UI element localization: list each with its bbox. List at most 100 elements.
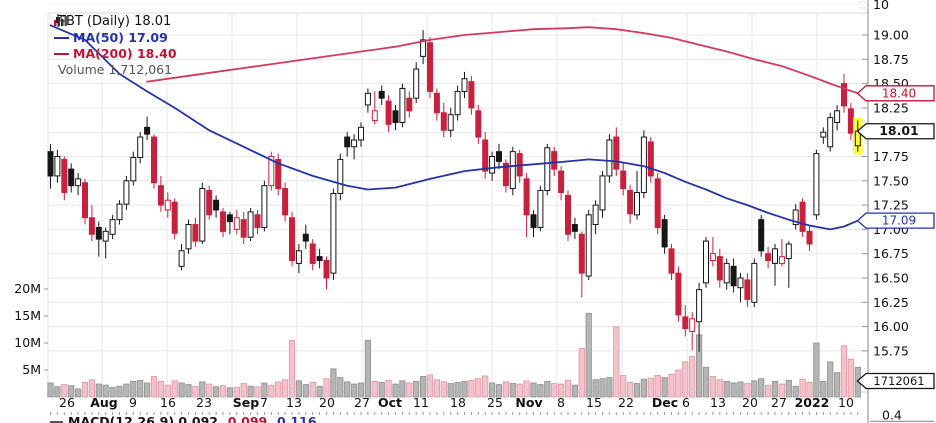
candle <box>95 226 102 240</box>
volume-bar <box>737 381 744 398</box>
date-axis-label: 26 <box>59 395 75 410</box>
volume-callout: 1712061 <box>873 374 924 388</box>
volume-bar <box>709 376 717 398</box>
candle <box>744 279 751 300</box>
date-axis-label: Nov <box>515 395 542 410</box>
volume-bar <box>171 380 178 398</box>
price-axis-label: 16.50 <box>873 271 909 286</box>
candle <box>261 185 268 228</box>
volume-bar <box>613 326 620 398</box>
volume-bar <box>585 312 592 398</box>
volume-bar <box>806 382 813 398</box>
candle <box>613 136 620 170</box>
volume-bar <box>606 377 613 398</box>
candle <box>627 190 634 215</box>
candle <box>730 265 737 287</box>
volume-bar <box>523 380 530 398</box>
candle <box>551 151 558 170</box>
volume-bar <box>730 382 737 398</box>
volume-bar <box>723 380 730 398</box>
grid-line <box>167 0 392 13</box>
candle <box>61 158 68 193</box>
candle <box>240 219 247 238</box>
grid-line <box>392 0 817 13</box>
candle <box>592 204 599 226</box>
ma200-label: MA(200) 18.40 <box>73 46 177 61</box>
candle <box>309 243 316 264</box>
candle <box>413 68 420 99</box>
grid-line <box>392 0 752 13</box>
macd-swatch <box>50 420 63 423</box>
candle <box>461 78 468 92</box>
candle <box>275 158 282 190</box>
volume-bar <box>392 383 399 398</box>
candle <box>302 233 309 242</box>
candle <box>247 211 254 238</box>
volume-bar <box>419 376 427 398</box>
ma-overlays <box>49 24 859 231</box>
volume-bar <box>130 380 137 398</box>
candle <box>406 97 413 112</box>
volume-bar <box>47 382 54 398</box>
candle <box>289 217 295 262</box>
volume-axis-label: 15M <box>14 308 41 323</box>
candle <box>682 316 689 330</box>
price-axis-label: 18.25 <box>873 100 909 115</box>
volume-bar <box>813 342 820 398</box>
ma200-callout-box <box>856 85 935 102</box>
candle <box>351 139 358 148</box>
volume-bar <box>275 381 282 398</box>
grid-line <box>392 0 622 13</box>
volume-bar <box>137 379 144 398</box>
upper-pane-axis-label: 10 <box>873 0 889 12</box>
volume-bar <box>482 375 489 398</box>
volume-bars <box>47 312 861 398</box>
volume-bar <box>199 381 206 398</box>
volume-bar <box>413 380 420 398</box>
candle <box>661 219 668 248</box>
grid-line <box>297 0 392 13</box>
candle <box>571 224 578 232</box>
candle <box>385 100 392 125</box>
date-axis-label: 6 <box>682 395 690 410</box>
volume-bar <box>502 381 510 398</box>
volume-bar <box>509 383 516 398</box>
macd-legend: MACD(12,26,9) 0.092, 0.099, 0.116 <box>50 414 317 423</box>
volume-bar <box>247 385 254 398</box>
volume-bar <box>316 385 323 398</box>
volume-bar <box>654 374 661 398</box>
candle <box>199 188 206 242</box>
candle <box>523 178 530 216</box>
candle <box>723 262 730 284</box>
volume-bar <box>751 380 758 398</box>
date-axis-label: 13 <box>286 395 302 410</box>
grid-line <box>362 0 392 13</box>
candle <box>109 219 116 235</box>
symbol-title: TBT (Daily) 18.01 <box>58 14 172 29</box>
candle <box>716 256 723 281</box>
volume-bar <box>116 385 123 398</box>
volume-bar <box>206 383 213 398</box>
volume-bar <box>454 382 461 398</box>
volume-bar <box>385 379 392 398</box>
last-price-callout: 18.01 <box>879 123 919 138</box>
candle <box>544 147 551 192</box>
date-axis-label: 18 <box>450 395 466 410</box>
volume-bar <box>157 380 164 398</box>
candle <box>482 139 489 172</box>
volume-bar <box>799 378 806 398</box>
candle <box>233 217 240 230</box>
price-axis-label: 16.25 <box>873 295 909 310</box>
candle <box>454 90 461 116</box>
candle <box>489 156 496 174</box>
candle <box>185 224 192 250</box>
volume-bar <box>185 384 192 398</box>
volume-bar <box>364 339 372 398</box>
date-axis-label: Aug <box>90 395 118 410</box>
candle <box>703 240 709 284</box>
volume-bar <box>771 380 779 398</box>
volume-bar <box>682 361 689 398</box>
volume-bar <box>792 385 799 398</box>
